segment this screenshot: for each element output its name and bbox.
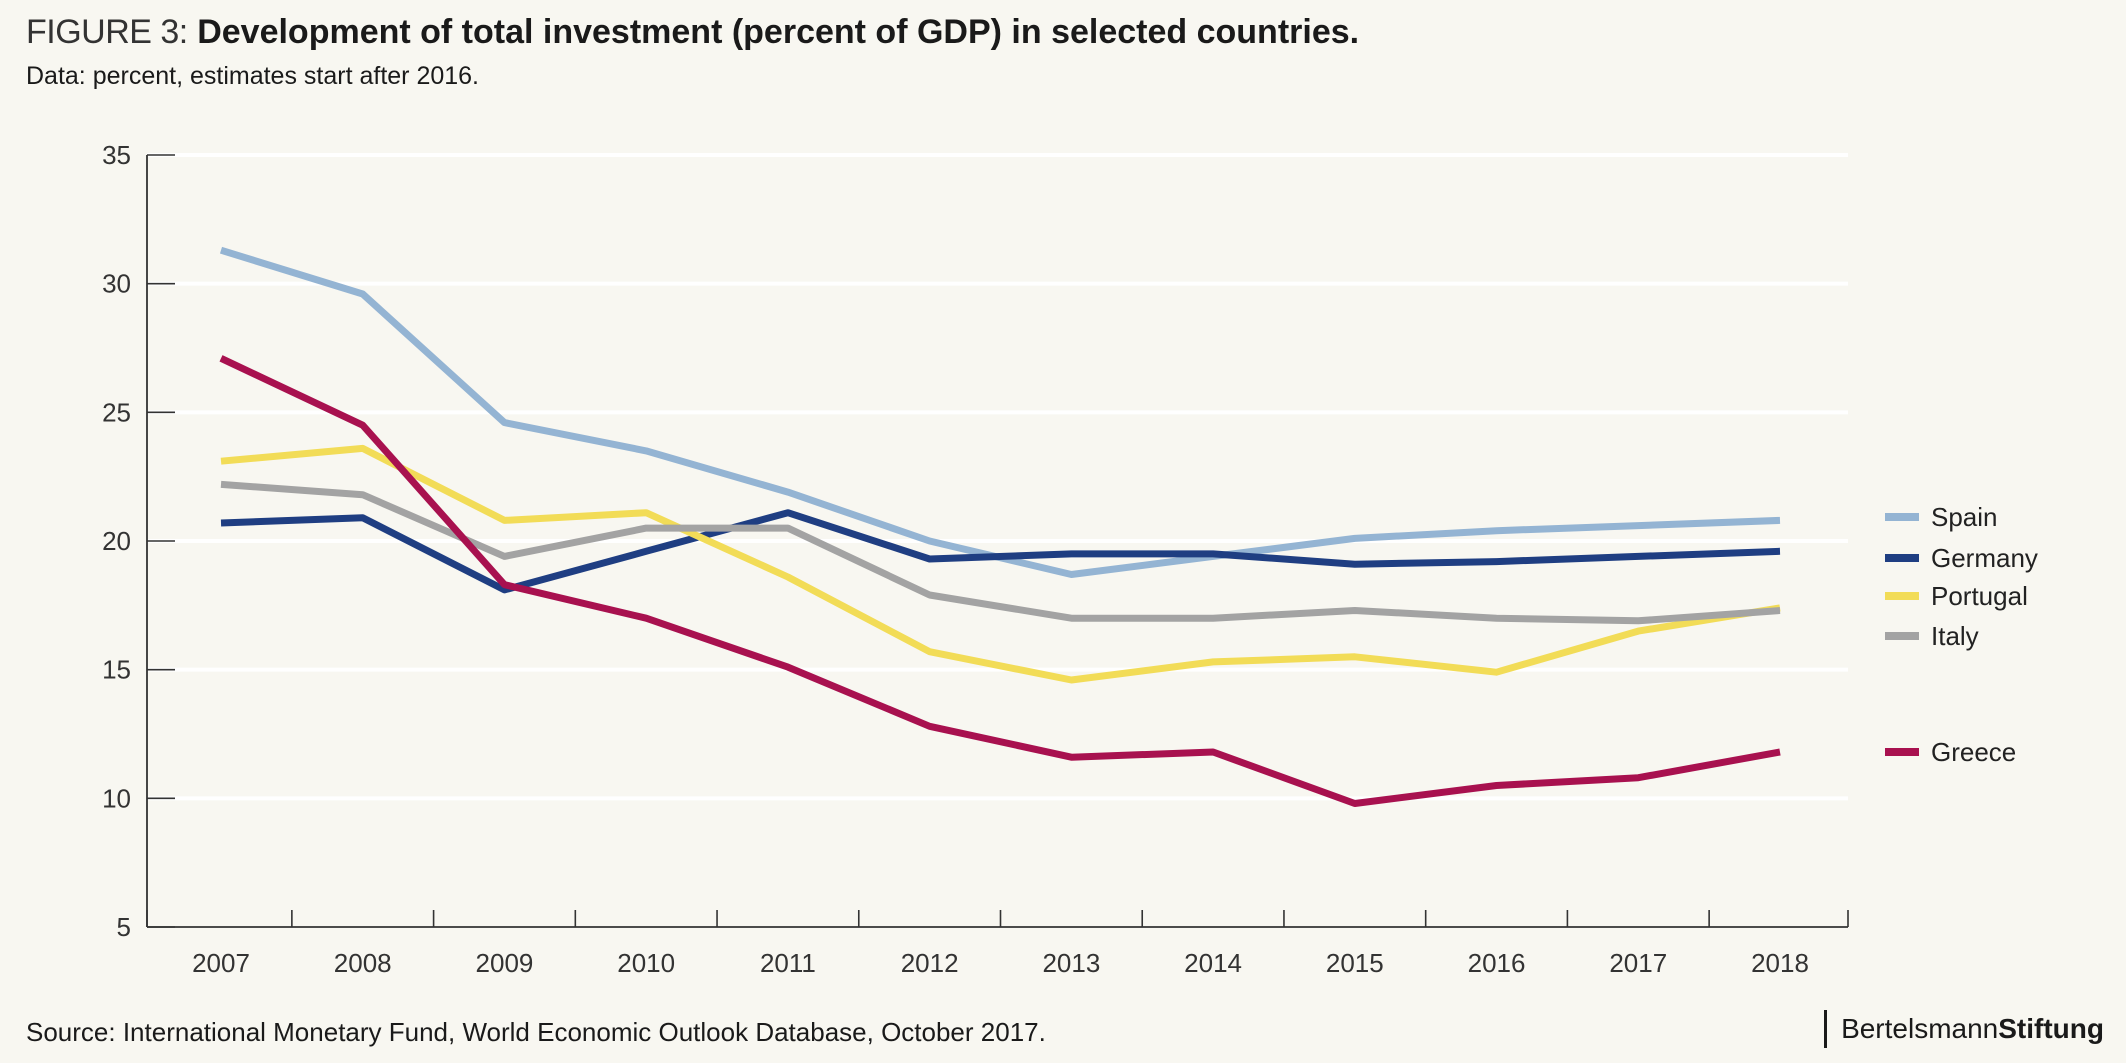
figure-title-text: Development of total investment (percent… xyxy=(197,13,1360,51)
source-note: Source: International Monetary Fund, Wor… xyxy=(26,1017,1046,1047)
brand-logo: BertelsmannStiftung xyxy=(1824,1010,2104,1048)
legend-label-portugal: Portugal xyxy=(1931,581,2028,611)
y-tick-label: 15 xyxy=(102,655,131,685)
legend-label-italy: Italy xyxy=(1931,621,1979,651)
x-tick-label: 2009 xyxy=(476,948,534,978)
y-tick-label: 10 xyxy=(102,783,131,813)
legend: Spain Germany Portugal Italy Greece xyxy=(1885,502,2038,767)
x-tick-label: 2017 xyxy=(1609,948,1667,978)
y-tick-label: 20 xyxy=(102,526,131,556)
brand-name-bold: Stiftung xyxy=(1998,1013,2104,1044)
series-line-italy xyxy=(220,480,1781,625)
legend-label-greece: Greece xyxy=(1931,737,2016,767)
brand-name-regular: Bertelsmann xyxy=(1841,1013,1999,1044)
legend-label-spain: Spain xyxy=(1931,502,1998,532)
y-tick-label: 25 xyxy=(102,397,131,427)
x-tick-label: 2011 xyxy=(760,948,816,978)
series-line-germany xyxy=(220,509,1781,594)
x-tick-label: 2014 xyxy=(1184,948,1242,978)
y-tick-label: 35 xyxy=(102,140,131,170)
x-tick-label: 2012 xyxy=(901,948,959,978)
series-line-portugal xyxy=(220,444,1781,684)
figure-title: FIGURE 3: Development of total investmen… xyxy=(26,10,1359,54)
figure-subtitle: Data: percent, estimates start after 201… xyxy=(26,62,480,90)
x-tick-label: 2016 xyxy=(1468,948,1526,978)
x-tick-label: 2008 xyxy=(334,948,392,978)
axes: 5 10 15 20 25 30 35 2007 2008 2009 2010 2011 2012 201… xyxy=(102,140,1849,978)
y-tick-label: 5 xyxy=(117,912,131,942)
y-tick-label: 30 xyxy=(102,269,131,299)
series-lines xyxy=(219,246,1781,807)
figure-number: FIGURE 3: xyxy=(26,13,188,51)
x-tick-label: 2010 xyxy=(617,948,675,978)
x-tick-label: 2007 xyxy=(192,948,250,978)
x-tick-label: 2015 xyxy=(1326,948,1384,978)
x-tick-label: 2013 xyxy=(1042,948,1100,978)
series-line-greece xyxy=(219,355,1781,807)
legend-label-germany: Germany xyxy=(1931,543,2038,573)
x-tick-label: 2018 xyxy=(1751,948,1809,978)
gridlines xyxy=(147,153,1848,801)
